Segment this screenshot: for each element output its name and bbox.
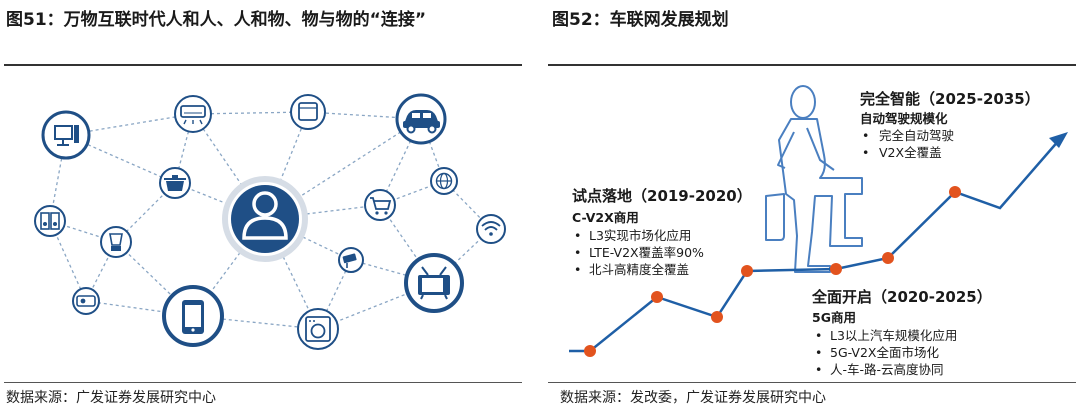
- figure-51-source: 数据来源：广发证券发展研究中心: [6, 390, 216, 406]
- stage-bullet: 5G-V2X全面市场化: [830, 345, 939, 360]
- person-figure: [765, 85, 863, 273]
- globe-icon: [430, 167, 458, 195]
- svg-text:•: •: [862, 145, 869, 160]
- svg-text:•: •: [815, 328, 822, 343]
- user-icon: [222, 176, 308, 262]
- roadmap-line: [569, 138, 1061, 353]
- arrow-head-icon: [1049, 132, 1068, 148]
- camera-icon: [338, 247, 364, 273]
- iot-network-diagram: [34, 93, 506, 350]
- source-rule: [548, 382, 1076, 383]
- svg-text:•: •: [574, 262, 581, 277]
- svg-text:•: •: [815, 362, 822, 377]
- milestone-dot: [949, 186, 961, 198]
- stage-bullet: 完全自动驾驶: [879, 128, 955, 143]
- svg-text:•: •: [815, 345, 822, 360]
- pot-icon: [159, 167, 191, 199]
- phone-icon: [162, 285, 224, 347]
- monitor-icon: [41, 110, 91, 160]
- stage-bullet: 北斗高精度全覆盖: [589, 262, 689, 277]
- stage-title: 全面开启（2020-2025）: [811, 288, 992, 306]
- svg-text:•: •: [574, 228, 581, 243]
- milestone-dot: [584, 345, 596, 357]
- stage-bullet: V2X全覆盖: [879, 145, 942, 160]
- stage-title: 完全智能（2025-2035）: [860, 90, 1040, 108]
- left-figure-panel: 图51：万物互联时代人和人、人和物、物与物的“连接”: [0, 0, 528, 416]
- source-rule: [4, 382, 522, 383]
- cart-icon: [364, 189, 396, 221]
- stage-subtitle: C-V2X商用: [572, 210, 639, 225]
- stage-full-launch: 全面开启（2020-2025） 5G商用 • L3以上汽车规模化应用 • 5G-…: [811, 288, 992, 377]
- washer-icon: [297, 308, 339, 350]
- fridge-icon: [290, 94, 326, 130]
- ac-unit-icon: [174, 95, 212, 133]
- milestone-dot: [741, 265, 753, 277]
- figure-52-title: 图52：车联网发展规划: [552, 10, 729, 30]
- milestone-dot: [711, 311, 723, 323]
- stage-title: 试点落地（2019-2020）: [572, 187, 752, 205]
- figure-52-source: 数据来源：发改委，广发证券发展研究中心: [560, 390, 826, 406]
- tv-icon: [404, 253, 464, 313]
- blender-icon: [100, 226, 132, 258]
- stage-bullet: 人-车-路-云高度协同: [830, 362, 944, 377]
- stage-bullet: L3实现市场化应用: [589, 228, 691, 243]
- right-figure-panel: 图52：车联网发展规划 试点落地（2019-2020） C-V2X商用 •: [548, 0, 1080, 416]
- wifi-icon: [476, 214, 506, 244]
- milestone-dots: [584, 186, 961, 357]
- speaker-icon: [34, 205, 66, 237]
- stage-bullet: L3以上汽车规模化应用: [830, 328, 957, 343]
- stage-full-intelligence: 完全智能（2025-2035） 自动驾驶规模化 • 完全自动驾驶 • V2X全覆…: [860, 90, 1040, 160]
- milestone-dot: [651, 291, 663, 303]
- svg-text:•: •: [574, 245, 581, 260]
- figure-51-title: 图51：万物互联时代人和人、人和物、物与物的“连接”: [6, 10, 427, 30]
- milestone-dot: [882, 252, 894, 264]
- title-rule: [548, 64, 1076, 66]
- projector-icon: [72, 287, 100, 315]
- milestone-dot: [830, 263, 842, 275]
- stage-subtitle: 自动驾驶规模化: [860, 111, 948, 126]
- iov-roadmap-diagram: 试点落地（2019-2020） C-V2X商用 • L3实现市场化应用 • LT…: [569, 85, 1068, 377]
- stage-pilot: 试点落地（2019-2020） C-V2X商用 • L3实现市场化应用 • LT…: [572, 187, 752, 277]
- svg-text:•: •: [862, 128, 869, 143]
- stage-bullet: LTE-V2X覆盖率90%: [589, 245, 704, 260]
- car-icon: [395, 93, 447, 145]
- title-rule: [4, 64, 522, 66]
- stage-subtitle: 5G商用: [812, 310, 856, 325]
